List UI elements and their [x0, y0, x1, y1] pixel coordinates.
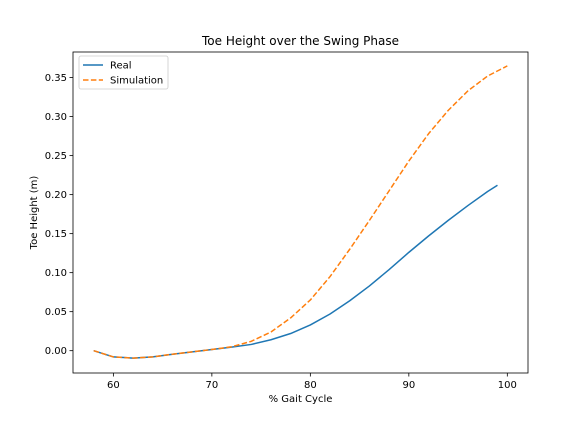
series-line-real: [93, 184, 498, 359]
series-line-simulation: [93, 65, 508, 359]
legend: Real Simulation: [78, 55, 169, 90]
legend-label-real: Real: [110, 61, 132, 72]
chart-title: Toe Height over the Swing Phase: [201, 34, 399, 48]
x-axis-label: % Gait Cycle: [269, 394, 333, 405]
plot-area: [93, 65, 508, 359]
y-tick-label: 0.25: [45, 151, 67, 162]
x-tick-label: 100: [498, 380, 517, 391]
x-tick-label: 80: [304, 380, 317, 391]
y-tick-label: 0.30: [45, 112, 67, 123]
y-tick-label: 0.00: [45, 346, 67, 357]
axes-frame: [72, 51, 529, 374]
axes: 60 70 80 90 100 0.00 0.05 0.10 0.15 0.20 0.25 0.30 0…: [45, 51, 529, 391]
y-axis-label: Toe Height (m): [29, 176, 40, 251]
y-tick-label: 0.15: [45, 229, 67, 240]
y-tick-label: 0.05: [45, 307, 67, 318]
x-tick-label: 60: [107, 380, 120, 391]
x-tick-label: 90: [402, 380, 415, 391]
x-tick-label: 70: [205, 380, 218, 391]
y-tick-label: 0.20: [45, 190, 67, 201]
legend-label-simulation: Simulation: [110, 76, 163, 87]
y-tick-label: 0.35: [45, 73, 67, 84]
y-tick-label: 0.10: [45, 268, 67, 279]
